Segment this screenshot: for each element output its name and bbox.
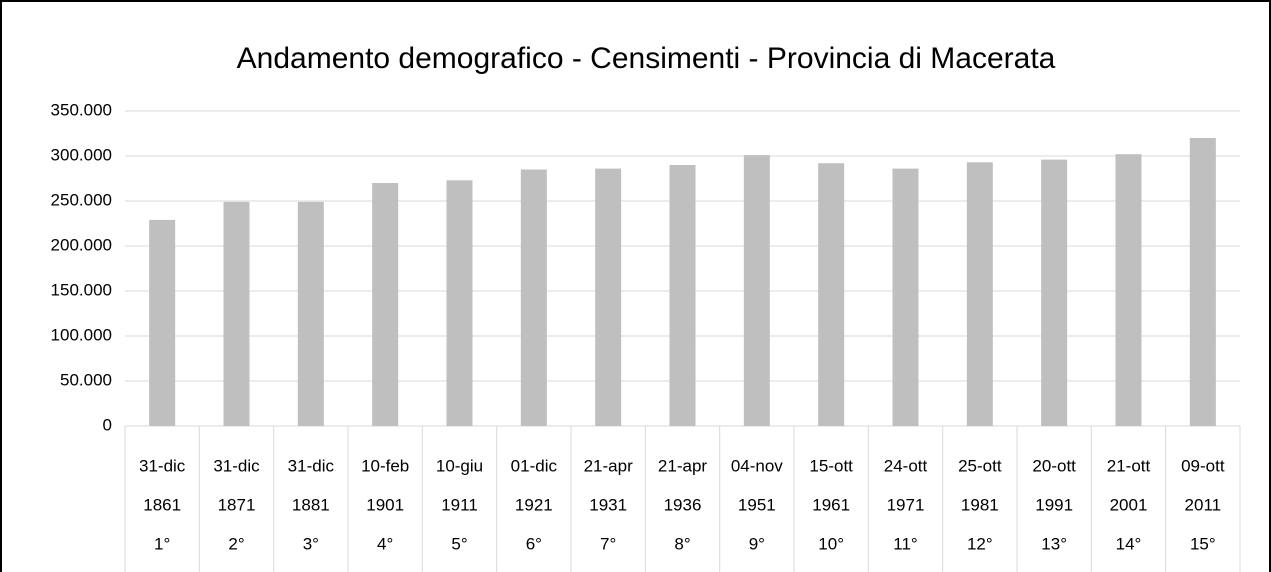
bar — [743, 155, 770, 426]
x-tick-label: 21-apr — [658, 456, 707, 475]
x-tick-label: 11° — [893, 534, 917, 553]
x-tick-label: 1936 — [664, 495, 702, 514]
x-tick-label: 04-nov — [731, 456, 783, 475]
bar — [595, 168, 622, 426]
bar — [1115, 154, 1142, 426]
y-tick-label: 100.000 — [51, 325, 112, 344]
x-tick-label: 1881 — [292, 495, 330, 514]
y-tick-label: 50.000 — [60, 370, 112, 389]
x-tick-label: 2° — [228, 534, 244, 553]
x-tick-label: 7° — [600, 534, 616, 553]
bar — [446, 180, 473, 426]
x-tick-label: 1861 — [143, 495, 181, 514]
y-tick-label: 250.000 — [51, 190, 112, 209]
x-tick-label: 15° — [1190, 534, 1216, 553]
x-tick-label: 1871 — [218, 495, 256, 514]
x-tick-label: 01-dic — [511, 456, 558, 475]
x-tick-label: 15-ott — [809, 456, 853, 475]
chart-title: Andamento demografico - Censimenti - Pro… — [237, 42, 1056, 75]
x-tick-label: 2001 — [1110, 495, 1148, 514]
y-tick-label: 150.000 — [51, 280, 112, 299]
x-tick-label: 1961 — [812, 495, 850, 514]
x-tick-label: 1981 — [961, 495, 999, 514]
x-tick-label: 1971 — [887, 495, 925, 514]
x-tick-label: 1921 — [515, 495, 553, 514]
x-tick-label: 20-ott — [1032, 456, 1076, 475]
x-tick-label: 1901 — [366, 495, 404, 514]
x-tick-label: 12° — [967, 534, 993, 553]
x-tick-label: 4° — [377, 534, 393, 553]
x-tick-label: 3° — [303, 534, 319, 553]
x-tick-label: 5° — [451, 534, 467, 553]
x-tick-label: 10° — [818, 534, 844, 553]
x-tick-label: 9° — [749, 534, 765, 553]
x-tick-label: 2011 — [1185, 495, 1222, 514]
x-tick-label: 8° — [674, 534, 690, 553]
x-tick-label: 6° — [526, 534, 542, 553]
x-tick-label: 21-apr — [584, 456, 633, 475]
x-tick-label: 31-dic — [213, 456, 260, 475]
x-tick-label: 21-ott — [1107, 456, 1151, 475]
bar — [966, 162, 993, 427]
bar — [223, 201, 250, 426]
x-tick-label: 13° — [1041, 534, 1067, 553]
y-tick-label: 200.000 — [51, 235, 112, 254]
bar — [297, 201, 324, 426]
x-tick-label: 24-ott — [884, 456, 928, 475]
x-tick-label: 09-ott — [1181, 456, 1225, 475]
y-tick-label: 0 — [103, 415, 112, 434]
bar — [372, 183, 399, 426]
x-tick-label: 10-giu — [436, 456, 483, 475]
bar — [1041, 159, 1068, 426]
bar — [520, 169, 547, 426]
bar — [818, 163, 845, 426]
x-tick-label: 1931 — [589, 495, 627, 514]
x-tick-label: 1991 — [1035, 495, 1073, 514]
bar — [149, 219, 176, 426]
x-tick-label: 10-feb — [361, 456, 409, 475]
y-tick-label: 350.000 — [51, 100, 112, 119]
x-tick-label: 1° — [154, 534, 170, 553]
x-tick-label: 14° — [1116, 534, 1142, 553]
x-tick-label: 1911 — [441, 495, 478, 514]
y-tick-label: 300.000 — [51, 145, 112, 164]
x-tick-label: 31-dic — [139, 456, 186, 475]
x-tick-label: 25-ott — [958, 456, 1002, 475]
x-tick-label: 1951 — [738, 495, 776, 514]
bar — [892, 168, 919, 426]
bar — [669, 165, 696, 426]
bar — [1189, 138, 1216, 426]
x-tick-label: 31-dic — [288, 456, 335, 475]
